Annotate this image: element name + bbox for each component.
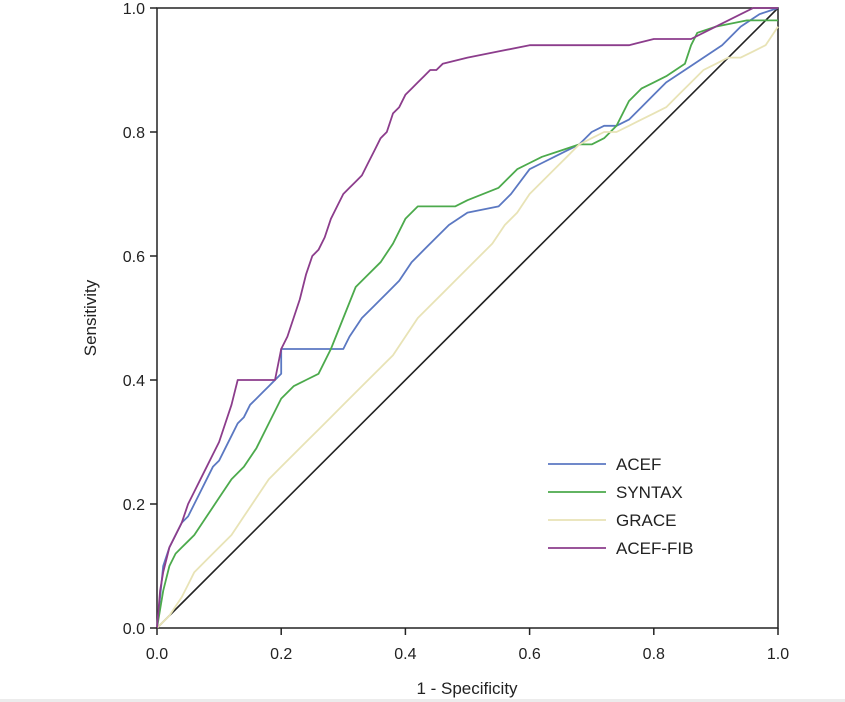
y-tick-label: 0.0 <box>123 621 145 638</box>
y-tick-label: 0.4 <box>123 373 145 390</box>
legend-label: GRACE <box>616 511 676 530</box>
x-tick-label: 0.2 <box>270 646 292 663</box>
legend: ACEF SYNTAX GRACE ACEF-FIB <box>548 455 693 558</box>
y-tick-label: 1.0 <box>123 1 145 18</box>
reference-diagonal-line <box>156 7 779 629</box>
series-line-syntax <box>156 19 778 629</box>
x-tick-label: 0.6 <box>518 646 540 663</box>
x-tick-label: 0.0 <box>146 646 168 663</box>
y-axis-ticks: 0.0 0.2 0.4 0.6 0.8 1.0 <box>123 1 157 638</box>
series-line-acef <box>156 7 779 629</box>
x-tick-label: 0.4 <box>394 646 416 663</box>
x-axis-ticks: 0.0 0.2 0.4 0.6 0.8 1.0 <box>146 628 789 663</box>
legend-label: SYNTAX <box>616 483 683 502</box>
legend-label: ACEF-FIB <box>616 539 693 558</box>
bottom-divider <box>0 699 845 702</box>
y-tick-label: 0.2 <box>123 497 145 514</box>
plot-frame <box>156 7 779 629</box>
series-line-acef-fib <box>156 7 778 629</box>
series-layer <box>156 7 779 629</box>
legend-label: ACEF <box>616 455 661 474</box>
x-tick-label: 0.8 <box>643 646 665 663</box>
reference-layer <box>156 7 779 629</box>
y-tick-label: 0.8 <box>123 125 145 142</box>
series-line-grace <box>156 26 779 629</box>
y-axis-label: Sensitivity <box>81 279 100 356</box>
x-axis-label: 1 - Specificity <box>416 679 518 698</box>
y-tick-label: 0.6 <box>123 249 145 266</box>
x-tick-label: 1.0 <box>767 646 789 663</box>
